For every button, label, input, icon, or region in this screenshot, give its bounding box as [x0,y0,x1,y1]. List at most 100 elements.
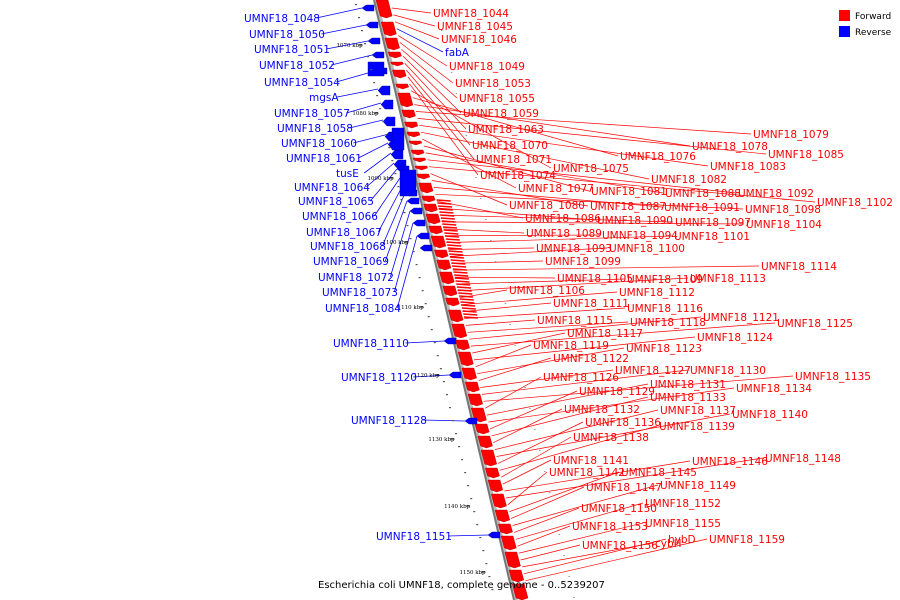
forward-gene[interactable] [455,339,470,351]
forward-gene[interactable] [438,205,453,208]
forward-gene[interactable] [442,285,458,297]
forward-gene-label[interactable]: UMNF18_1130 [690,365,766,377]
forward-gene[interactable] [439,211,454,214]
reverse-gene-label[interactable]: UMNF18_1057 [274,108,350,120]
forward-gene[interactable] [449,256,465,259]
forward-gene-label[interactable]: cybH [655,538,682,550]
reverse-gene-label[interactable]: UMNF18_1069 [313,256,389,268]
forward-gene[interactable] [500,535,517,551]
forward-gene-label[interactable]: UMNF18_1145 [621,467,697,479]
forward-gene-label[interactable]: UMNF18_1121 [703,312,779,324]
reverse-gene-label[interactable]: UMNF18_1084 [325,303,401,315]
forward-gene[interactable] [454,277,469,280]
forward-gene[interactable] [457,289,472,292]
forward-gene-label[interactable]: UMNF18_1104 [746,219,822,231]
reverse-gene-label[interactable]: UMNF18_1068 [310,241,386,253]
forward-gene[interactable] [497,523,513,535]
reverse-gene-label[interactable]: UMNF18_1066 [302,211,378,223]
forward-gene-label[interactable]: UMNF18_1046 [441,34,517,46]
forward-gene[interactable] [387,51,402,59]
forward-gene-label[interactable]: UMNF18_1138 [573,432,649,444]
forward-gene-label[interactable]: UMNF18_1112 [619,287,695,299]
forward-gene[interactable] [416,173,431,180]
forward-gene[interactable] [375,0,393,19]
reverse-gene-label[interactable]: UMNF18_1073 [322,287,398,299]
reverse-gene[interactable] [391,127,405,151]
forward-gene-label[interactable]: UMNF18_1109 [627,274,703,286]
forward-gene-label[interactable]: UMNF18_1044 [433,8,509,20]
forward-gene-label[interactable]: UMNF18_1089 [526,228,602,240]
forward-gene-label[interactable]: UMNF18_1122 [553,353,629,365]
forward-gene-label[interactable]: UMNF18_1090 [597,215,673,227]
forward-gene[interactable] [452,265,467,268]
forward-gene-label[interactable]: UMNF18_1149 [660,480,736,492]
forward-gene-label[interactable]: UMNF18_1114 [761,261,837,273]
reverse-gene-label[interactable]: UMNF18_1061 [286,153,362,165]
forward-gene-label[interactable]: UMNF18_1059 [463,108,539,120]
forward-gene[interactable] [421,195,436,203]
forward-gene[interactable] [408,140,423,146]
forward-gene-label[interactable]: UMNF18_1125 [777,318,853,330]
forward-gene-label[interactable]: UMNF18_1153 [572,521,648,533]
reverse-gene[interactable] [487,531,501,539]
forward-gene-label[interactable]: UMNF18_1049 [449,61,525,73]
reverse-gene-label[interactable]: UMNF18_1050 [249,29,325,41]
forward-gene-label[interactable]: UMNF18_1147 [586,482,662,494]
forward-gene[interactable] [460,301,475,304]
reverse-gene[interactable] [367,37,381,45]
reverse-gene[interactable] [409,207,423,215]
forward-gene-label[interactable]: UMNF18_1116 [627,303,703,315]
reverse-gene[interactable] [365,21,379,29]
forward-gene[interactable] [459,298,474,301]
forward-gene[interactable] [494,509,511,523]
forward-gene[interactable] [440,214,455,217]
forward-gene[interactable] [484,467,500,479]
forward-gene[interactable] [412,157,427,163]
forward-gene[interactable] [442,223,457,226]
forward-gene[interactable] [461,304,476,307]
forward-gene-label[interactable]: UMNF18_1082 [651,174,727,186]
reverse-gene-label[interactable]: UMNF18_1048 [244,13,320,25]
reverse-gene-label[interactable]: UMNF18_1064 [294,182,370,194]
forward-gene-label[interactable]: UMNF18_1146 [692,456,768,468]
forward-gene[interactable] [397,92,414,108]
forward-gene-label[interactable]: UMNF18_1077 [518,183,594,195]
reverse-gene[interactable] [371,51,385,59]
reverse-gene-label[interactable]: UMNF18_1128 [351,415,427,427]
forward-gene[interactable] [436,259,452,271]
forward-gene-label[interactable]: UMNF18_1053 [455,78,531,90]
reverse-gene[interactable] [390,149,404,160]
forward-gene[interactable] [425,213,441,225]
forward-gene[interactable] [463,313,478,316]
forward-gene[interactable] [442,226,458,229]
forward-gene-label[interactable]: UMNF18_1092 [738,188,814,200]
forward-gene[interactable] [449,253,464,256]
forward-gene-label[interactable]: UMNF18_1124 [697,332,773,344]
forward-gene-label[interactable]: UMNF18_1111 [553,298,629,310]
forward-gene[interactable] [430,235,447,249]
reverse-gene[interactable] [382,116,396,127]
forward-gene[interactable] [450,259,465,262]
forward-gene-label[interactable]: UMNF18_1088 [665,188,741,200]
forward-gene[interactable] [453,271,468,274]
forward-gene-label[interactable]: UMNF18_1118 [630,317,706,329]
forward-gene[interactable] [477,435,493,449]
forward-gene[interactable] [462,310,477,313]
reverse-gene-label[interactable]: UMNF18_1054 [264,77,340,89]
forward-gene[interactable] [454,274,469,277]
forward-gene-label[interactable]: UMNF18_1152 [645,498,721,510]
forward-gene[interactable] [491,493,507,509]
forward-gene-label[interactable]: UMNF18_1155 [645,518,721,530]
forward-gene-label[interactable]: UMNF18_1086 [525,213,601,225]
reverse-gene-label[interactable]: UMNF18_1072 [318,272,394,284]
forward-gene[interactable] [456,283,471,286]
reverse-gene-label[interactable]: UMNF18_1151 [376,531,452,543]
forward-gene[interactable] [390,61,404,67]
forward-gene-label[interactable]: UMNF18_1083 [710,161,786,173]
forward-gene-label[interactable]: UMNF18_1079 [753,129,829,141]
forward-gene[interactable] [445,235,460,238]
forward-gene[interactable] [447,244,462,247]
forward-gene[interactable] [504,551,521,569]
forward-gene[interactable] [418,182,434,194]
forward-gene[interactable] [392,69,407,79]
